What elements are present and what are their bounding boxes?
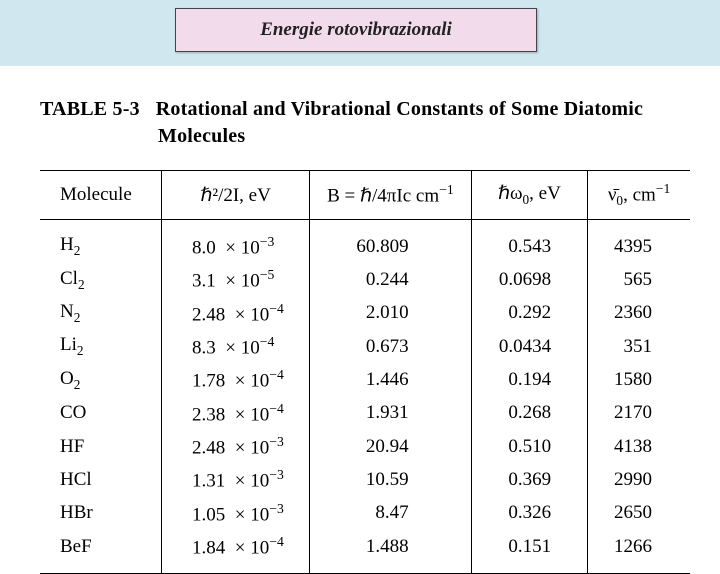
cell-hw0: 0.369 — [471, 463, 588, 496]
table-label: TABLE 5-3 — [40, 98, 140, 120]
cell-energy: 2.48 × 10−4 — [162, 297, 310, 330]
cell-hw0: 0.326 — [471, 497, 588, 530]
cell-hw0: 0.194 — [471, 363, 588, 396]
cell-b: 20.94 — [310, 430, 471, 463]
table-row: CO2.38 × 10−41.9310.2682170 — [40, 397, 690, 430]
cell-energy: 1.31 × 10−3 — [162, 463, 310, 496]
cell-energy: 1.78 × 10−4 — [162, 363, 310, 396]
table-row: Li28.3 × 10−40.6730.0434351 — [40, 330, 690, 363]
title-box: Energie rotovibrazionali — [175, 8, 537, 52]
cell-energy: 1.05 × 10−3 — [162, 497, 310, 530]
table-row: H28.0 × 10−360.8090.5434395 — [40, 220, 690, 264]
cell-b: 2.010 — [310, 297, 471, 330]
cell-b: 1.931 — [310, 397, 471, 430]
col-b-sup: −1 — [439, 182, 454, 197]
constants-table: Molecule ℏ²/2I, eV B = ℏ/4πIc cm−1 ℏω0, … — [40, 170, 690, 574]
cell-nu0: 4138 — [588, 430, 690, 463]
cell-energy: 2.38 × 10−4 — [162, 397, 310, 430]
cell-energy: 2.48 × 10−3 — [162, 430, 310, 463]
table-caption: TABLE 5-3 Rotational and Vibrational Cons… — [40, 96, 690, 150]
cell-b: 1.446 — [310, 363, 471, 396]
cell-hw0: 0.510 — [471, 430, 588, 463]
cell-nu0: 2360 — [588, 297, 690, 330]
cell-molecule: N2 — [40, 297, 162, 330]
cell-nu0: 351 — [588, 330, 690, 363]
cell-hw0: 0.0698 — [471, 263, 588, 296]
cell-nu0: 1266 — [588, 530, 690, 574]
cell-nu0: 2990 — [588, 463, 690, 496]
cell-b: 10.59 — [310, 463, 471, 496]
col-hw0: ℏω0, eV — [471, 171, 588, 220]
cell-nu0: 2170 — [588, 397, 690, 430]
cell-hw0: 0.292 — [471, 297, 588, 330]
table-row: N22.48 × 10−42.0100.2922360 — [40, 297, 690, 330]
cell-molecule: HCl — [40, 463, 162, 496]
table-row: HCl1.31 × 10−310.590.3692990 — [40, 463, 690, 496]
header-band: Energie rotovibrazionali — [0, 0, 720, 66]
col-nu0: ν̄0, cm−1 — [588, 171, 690, 220]
cell-b: 1.488 — [310, 530, 471, 574]
cell-hw0: 0.268 — [471, 397, 588, 430]
cell-hw0: 0.151 — [471, 530, 588, 574]
table-row: BeF1.84 × 10−41.4880.1511266 — [40, 530, 690, 574]
table-container: TABLE 5-3 Rotational and Vibrational Cons… — [0, 66, 720, 574]
cell-b: 0.244 — [310, 263, 471, 296]
col-nu0-post: , cm — [623, 184, 656, 205]
cell-nu0: 565 — [588, 263, 690, 296]
page-title: Energie rotovibrazionali — [260, 19, 452, 41]
cell-hw0: 0.543 — [471, 220, 588, 264]
table-header-row: Molecule ℏ²/2I, eV B = ℏ/4πIc cm−1 ℏω0, … — [40, 171, 690, 220]
table-body: H28.0 × 10−360.8090.5434395Cl23.1 × 10−5… — [40, 220, 690, 574]
table-row: HBr1.05 × 10−38.470.3262650 — [40, 497, 690, 530]
cell-molecule: HF — [40, 430, 162, 463]
cell-molecule: BeF — [40, 530, 162, 574]
cell-molecule: CO — [40, 397, 162, 430]
cell-b: 0.673 — [310, 330, 471, 363]
cell-energy: 8.3 × 10−4 — [162, 330, 310, 363]
col-b: B = ℏ/4πIc cm−1 — [310, 171, 471, 220]
col-b-text: B = ℏ/4πIc cm — [327, 186, 439, 207]
cell-b: 60.809 — [310, 220, 471, 264]
table-row: HF2.48 × 10−320.940.5104138 — [40, 430, 690, 463]
col-hw0-pre: ℏω — [498, 183, 523, 204]
cell-molecule: H2 — [40, 220, 162, 264]
cell-energy: 1.84 × 10−4 — [162, 530, 310, 574]
col-h2-2i: ℏ²/2I, eV — [162, 171, 310, 220]
cell-molecule: HBr — [40, 497, 162, 530]
cell-molecule: O2 — [40, 363, 162, 396]
cell-energy: 8.0 × 10−3 — [162, 220, 310, 264]
cell-molecule: Li2 — [40, 330, 162, 363]
cell-molecule: Cl2 — [40, 263, 162, 296]
cell-energy: 3.1 × 10−5 — [162, 263, 310, 296]
cell-nu0: 1580 — [588, 363, 690, 396]
cell-hw0: 0.0434 — [471, 330, 588, 363]
caption-line2: Molecules — [158, 123, 690, 150]
cell-nu0: 4395 — [588, 220, 690, 264]
table-row: O21.78 × 10−41.4460.1941580 — [40, 363, 690, 396]
col-molecule: Molecule — [40, 171, 162, 220]
caption-line1: Rotational and Vibrational Constants of … — [156, 98, 643, 120]
col-nu0-sup: −1 — [656, 181, 671, 196]
table-row: Cl23.1 × 10−50.2440.0698565 — [40, 263, 690, 296]
cell-b: 8.47 — [310, 497, 471, 530]
col-hw0-post: , eV — [529, 183, 561, 204]
cell-nu0: 2650 — [588, 497, 690, 530]
